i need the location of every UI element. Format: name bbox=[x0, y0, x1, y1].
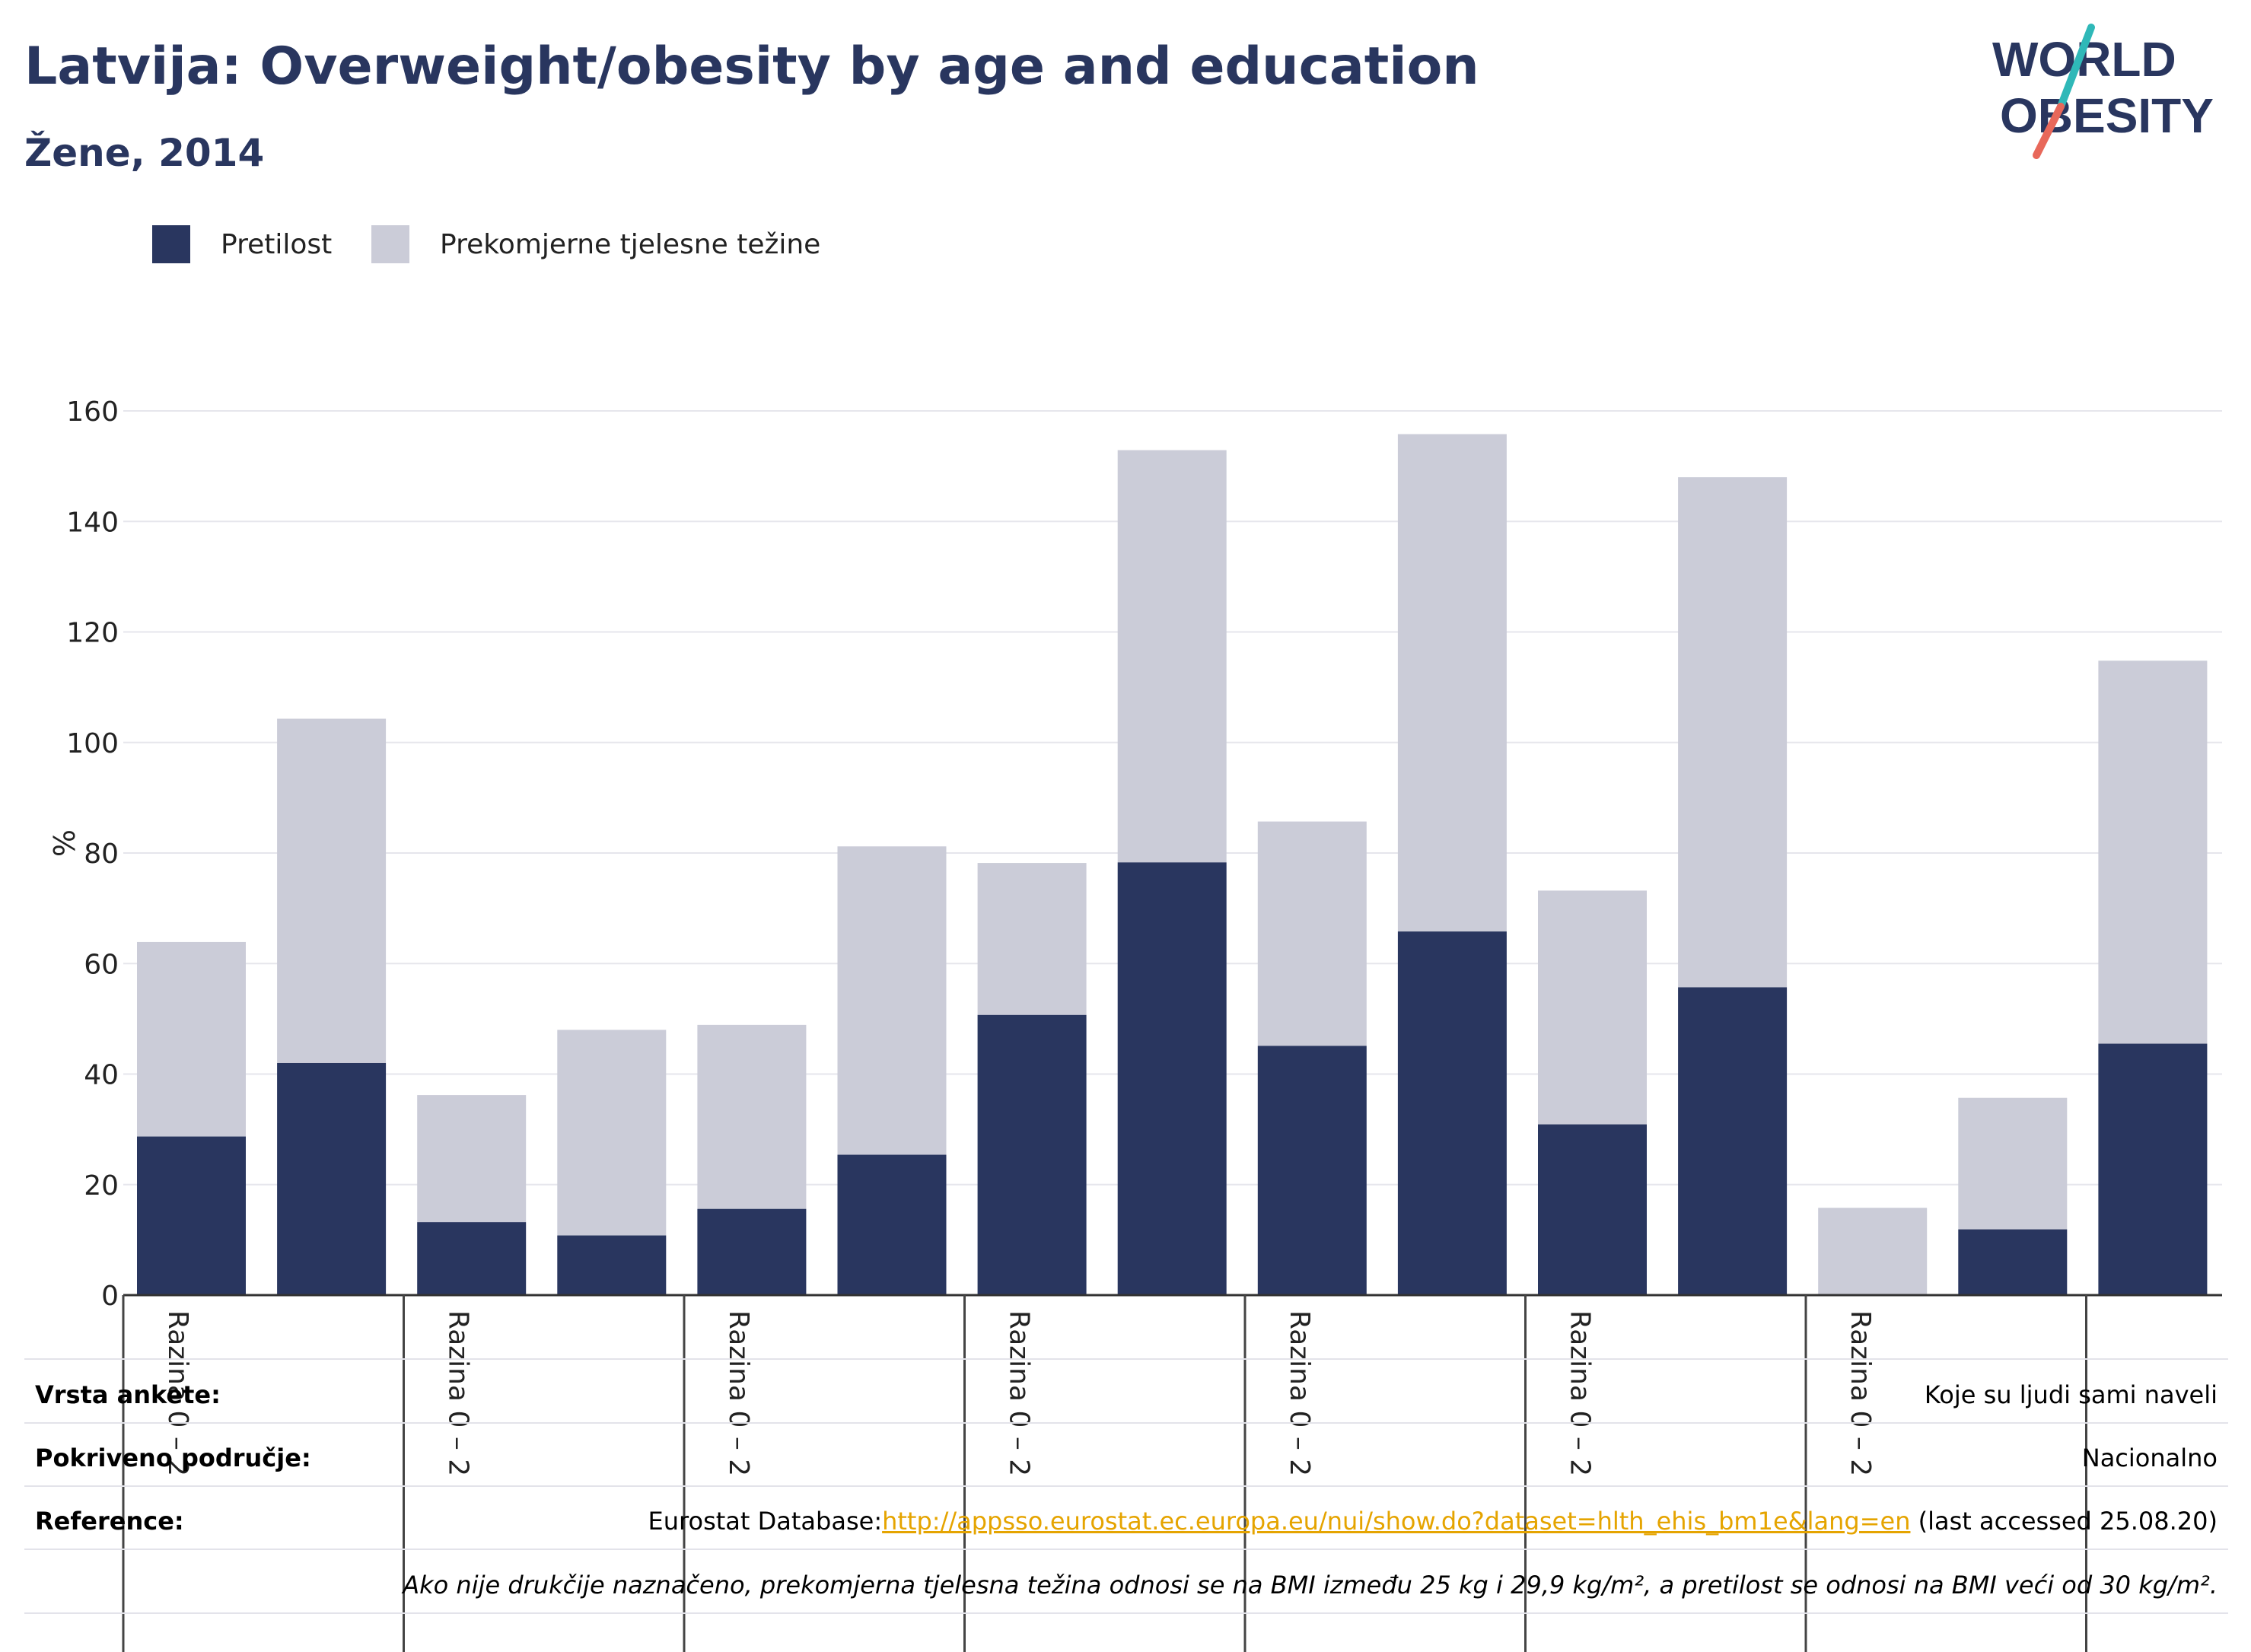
y-tick-label: 120 bbox=[66, 618, 119, 649]
bar-overweight bbox=[1818, 1208, 1928, 1295]
x-group-label: Razina 0 – 2 bbox=[1565, 1310, 1596, 1476]
bar-overweight bbox=[417, 1095, 527, 1223]
legend-label-overweight: Prekomjerne tjelesne težine bbox=[440, 228, 821, 260]
bar-obesity bbox=[837, 1154, 947, 1295]
legend-item-overweight[interactable]: Prekomjerne tjelesne težine bbox=[371, 225, 820, 263]
bar-obesity bbox=[1257, 1046, 1367, 1295]
bar-overweight bbox=[1958, 1097, 2068, 1230]
page-title: Latvija: Overweight/obesity by age and e… bbox=[24, 37, 1479, 97]
legend-swatch-overweight bbox=[371, 225, 409, 263]
bar-obesity bbox=[1397, 931, 1507, 1295]
definition-note: Ako nije drukčije naznačeno, prekomjerna… bbox=[403, 1571, 2218, 1599]
bar-obesity bbox=[1958, 1229, 2068, 1295]
reference-prefix: Eurostat Database: bbox=[648, 1507, 883, 1536]
reference-link[interactable]: http://appsso.eurostat.ec.europa.eu/nui/… bbox=[882, 1507, 1911, 1536]
bar-overweight bbox=[137, 941, 246, 1137]
y-tick-label: 140 bbox=[66, 507, 119, 538]
bar-overweight bbox=[837, 846, 947, 1155]
bar-overweight bbox=[1538, 890, 1647, 1125]
logo-slash-top bbox=[2057, 24, 2095, 110]
y-tick-label: 100 bbox=[66, 728, 119, 759]
survey-type-label: Vrsta ankete: bbox=[35, 1380, 221, 1409]
x-group-label: Razina 0 – 2 bbox=[1284, 1310, 1315, 1476]
y-tick-label: 0 bbox=[101, 1281, 119, 1312]
page-subtitle: Žene, 2014 bbox=[24, 131, 265, 175]
logo-slash-bottom bbox=[2033, 103, 2065, 159]
y-tick-label: 160 bbox=[66, 396, 119, 428]
y-tick-label: 40 bbox=[84, 1060, 119, 1091]
x-group-label: Razina 0 – 2 bbox=[723, 1310, 754, 1476]
x-group-label: Razina 0 – 2 bbox=[1845, 1310, 1876, 1476]
y-tick-label: 60 bbox=[84, 949, 119, 980]
y-axis-label: % bbox=[46, 829, 80, 857]
bar-obesity bbox=[2098, 1043, 2208, 1295]
coverage-label: Pokriveno područje: bbox=[35, 1444, 311, 1472]
reference-suffix: (last accessed 25.08.20) bbox=[1910, 1507, 2218, 1536]
legend-item-obesity[interactable]: Pretilost bbox=[152, 225, 332, 263]
bar-overweight bbox=[1678, 477, 1788, 988]
bar-obesity bbox=[977, 1014, 1087, 1295]
y-axis: 0 20 40 60 80 100 120 140 160% bbox=[46, 396, 119, 1312]
bars bbox=[137, 434, 2208, 1295]
x-axis: Razina 0 – 2 Razina 0 – 2 Razina 0 – 2 Razi… bbox=[122, 1294, 2222, 1652]
bar-overweight bbox=[2098, 660, 2208, 1044]
y-tick-label: 20 bbox=[84, 1170, 119, 1202]
legend-swatch-obesity bbox=[152, 225, 190, 263]
bar-overweight bbox=[977, 863, 1087, 1015]
bar-overweight bbox=[1397, 434, 1507, 932]
bar-obesity bbox=[137, 1136, 246, 1295]
bar-obesity bbox=[1538, 1124, 1647, 1295]
reference-value: Eurostat Database:http://appsso.eurostat… bbox=[648, 1507, 2218, 1536]
coverage-value: Nacionalno bbox=[2081, 1444, 2218, 1472]
x-group-label: Razina 0 – 2 bbox=[162, 1310, 193, 1476]
bar-overweight bbox=[697, 1024, 807, 1209]
bar-overweight bbox=[1117, 450, 1227, 863]
reference-label: Reference: bbox=[35, 1507, 184, 1536]
logo-text-obesity: OBESITY bbox=[2000, 88, 2214, 143]
bar-obesity bbox=[697, 1208, 807, 1295]
bar-obesity bbox=[417, 1222, 527, 1295]
bar-overweight bbox=[277, 718, 387, 1063]
survey-type-value: Koje su ljudi sami naveli bbox=[1924, 1380, 2218, 1409]
bar-obesity bbox=[1678, 987, 1788, 1295]
world-obesity-logo: WORLD OBESITY bbox=[1992, 24, 2214, 159]
x-group-label: Razina 0 – 2 bbox=[443, 1310, 474, 1476]
bar-overweight bbox=[557, 1030, 667, 1236]
x-group-label: Razina 0 – 2 bbox=[1004, 1310, 1035, 1476]
bar-obesity bbox=[557, 1235, 667, 1295]
bar-obesity bbox=[1117, 862, 1227, 1295]
legend-label-obesity: Pretilost bbox=[221, 228, 333, 260]
info-table-lines bbox=[24, 1358, 2228, 1614]
y-tick-label: 80 bbox=[84, 839, 119, 870]
bar-overweight bbox=[1257, 821, 1367, 1046]
bar-obesity bbox=[277, 1062, 387, 1295]
